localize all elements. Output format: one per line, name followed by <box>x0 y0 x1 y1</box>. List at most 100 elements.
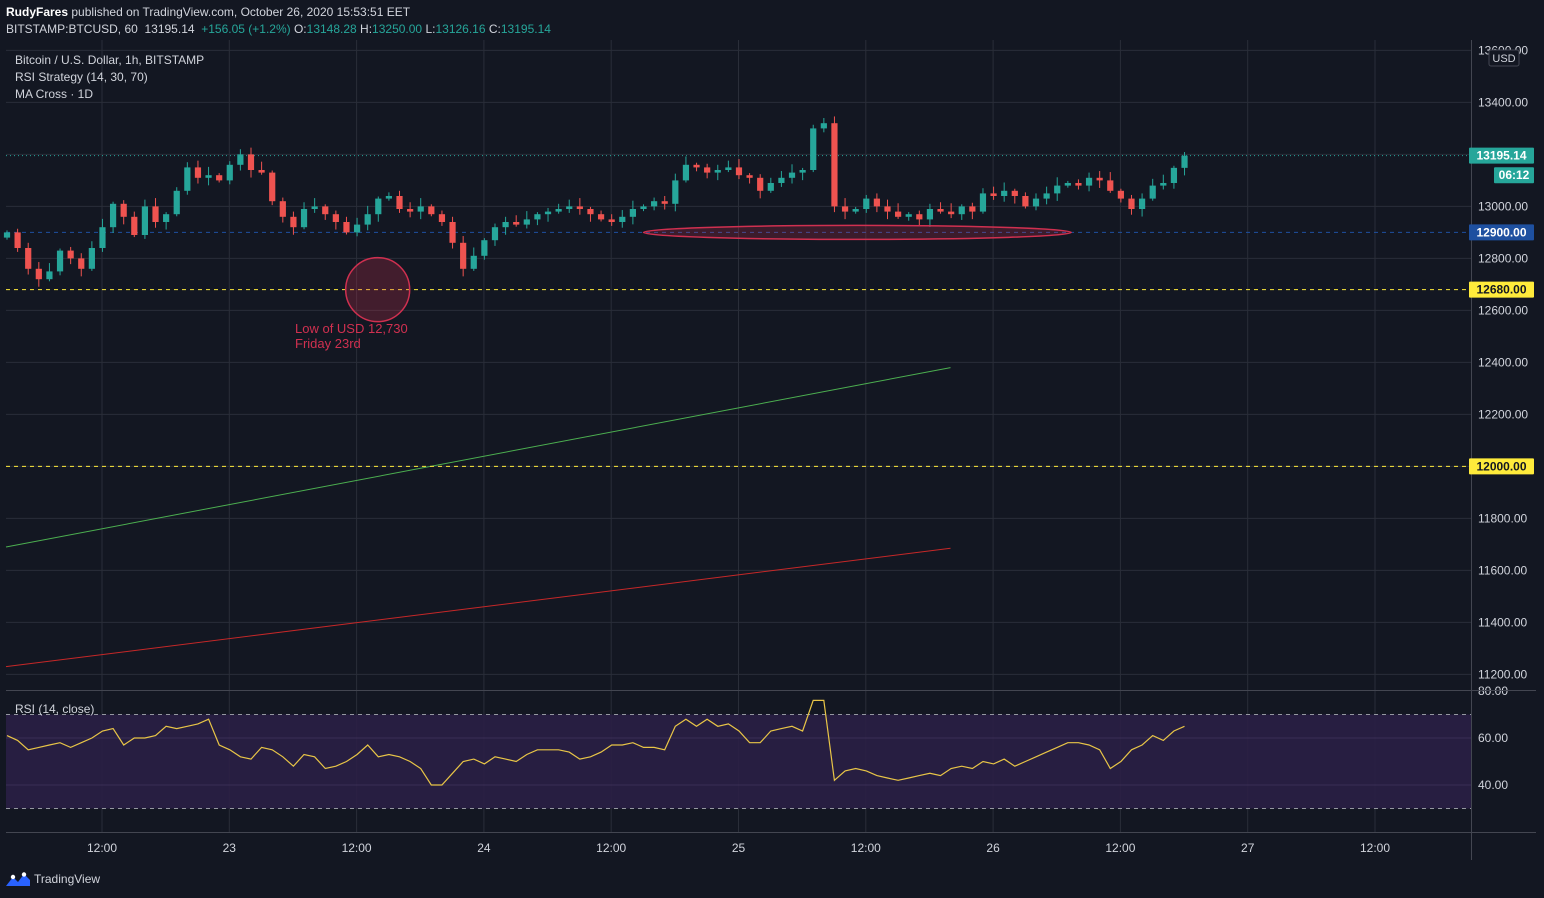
candle-body <box>523 219 530 225</box>
high-value: 13250.00 <box>372 22 423 36</box>
author-name[interactable]: RudyFares <box>6 5 69 19</box>
candle-body <box>35 268 42 280</box>
candle-body <box>396 196 403 209</box>
candle-body <box>3 232 11 238</box>
high-label: H: <box>360 22 373 36</box>
candle-body <box>78 258 85 269</box>
price-label-box <box>1469 224 1534 241</box>
price-label-text: 06:12 <box>1499 168 1530 182</box>
price-label-box <box>1469 281 1534 298</box>
ma-fast-line <box>5 367 951 548</box>
candle-body <box>417 206 424 212</box>
price-label-text: 12000.00 <box>1476 459 1526 473</box>
candle-body <box>979 193 987 212</box>
candle-body <box>1160 183 1167 186</box>
legend-strategy[interactable]: RSI Strategy (14, 30, 70) <box>15 70 148 84</box>
open-label: O: <box>293 22 307 36</box>
legend-rsi[interactable]: RSI (14, close) <box>15 702 95 716</box>
candle-body <box>799 170 806 173</box>
candle-body <box>873 198 880 207</box>
price-label-box <box>1469 458 1534 475</box>
candle-body <box>1170 167 1178 183</box>
candle-body <box>258 170 265 173</box>
candle-body <box>587 209 594 215</box>
candle-body <box>895 211 902 217</box>
candle-body <box>46 271 53 280</box>
candle-body <box>216 175 223 181</box>
candle-body <box>99 227 106 248</box>
candle-body <box>226 164 233 181</box>
x-tick-label: 24 <box>477 841 491 855</box>
candle-body <box>481 240 488 256</box>
candle-body <box>1064 183 1071 186</box>
low-value: 13126.16 <box>435 22 486 36</box>
candle-body <box>831 123 838 207</box>
symbol-ohlc-line: BITSTAMP:BTCUSD, 60 13195.14 +156.05 (+1… <box>6 22 551 36</box>
legend-title[interactable]: Bitcoin / U.S. Dollar, 1h, BITSTAMP <box>15 53 205 67</box>
candle-body <box>67 250 74 259</box>
footer-brand[interactable]: TradingView <box>6 872 100 886</box>
y-tick-label: 12600.00 <box>1478 303 1528 317</box>
candle-body <box>1075 183 1082 186</box>
y-tick-label: 13000.00 <box>1478 199 1528 213</box>
candle-body <box>916 214 923 220</box>
low-circle-annotation <box>344 256 411 323</box>
ma-slow-line <box>5 547 951 668</box>
candle-body <box>725 167 732 170</box>
candle-body <box>407 209 414 212</box>
y-tick-label: 12800.00 <box>1478 251 1528 265</box>
candle-body <box>841 206 849 212</box>
candle-body <box>926 209 934 220</box>
y-tick-label: 12200.00 <box>1478 407 1528 421</box>
candle-body <box>290 216 297 228</box>
price-label-text: 12900.00 <box>1476 225 1526 239</box>
x-tick-label: 25 <box>732 841 746 855</box>
x-tick-label: 12:00 <box>342 841 372 855</box>
candle-body <box>1085 177 1093 186</box>
candle-body <box>502 222 509 228</box>
price-label-box <box>1469 147 1534 164</box>
x-tick-label: 12:00 <box>596 841 626 855</box>
y-tick-label: 13400.00 <box>1478 95 1528 109</box>
price-label-text: 12680.00 <box>1476 283 1526 297</box>
candle-body <box>1107 180 1114 191</box>
candle-body <box>778 177 785 183</box>
candle-body <box>375 198 382 215</box>
footer-brand-label: TradingView <box>34 872 101 886</box>
candle-body <box>767 183 774 191</box>
rsi-tick-label: 40.00 <box>1478 778 1508 792</box>
candle-body <box>449 222 456 243</box>
candle-body <box>1149 185 1156 199</box>
candle-body <box>661 201 668 204</box>
x-tick-label: 12:00 <box>1360 841 1390 855</box>
candle-body <box>88 248 95 269</box>
candle-body <box>14 232 21 248</box>
candle-body <box>608 219 615 222</box>
y-tick-label: 11400.00 <box>1478 615 1527 629</box>
candle-body <box>1022 196 1029 207</box>
rsi-tick-label: 60.00 <box>1478 731 1508 745</box>
candle-body <box>300 209 308 228</box>
candle-body <box>152 206 159 222</box>
candle-body <box>566 206 573 209</box>
price-change: +156.05 (+1.2%) <box>201 22 291 36</box>
candle-body <box>131 216 138 235</box>
candle-body <box>25 248 32 269</box>
candle-body <box>1032 198 1040 207</box>
candle-body <box>958 206 965 215</box>
candle-body <box>990 193 997 196</box>
candle-body <box>120 203 127 217</box>
candle-body <box>56 250 64 272</box>
candle-body <box>788 172 796 178</box>
candle-body <box>428 206 435 215</box>
candle-body <box>311 206 318 209</box>
legend-ma-cross[interactable]: MA Cross · 1D <box>15 87 94 101</box>
x-tick-label: 12:00 <box>87 841 117 855</box>
candle-body <box>141 206 149 235</box>
candle-body <box>534 214 541 220</box>
candle-body <box>651 201 658 207</box>
currency-label: USD <box>1492 53 1515 65</box>
candle-body <box>629 209 636 217</box>
published-text: published on TradingView.com, October 26… <box>71 5 411 19</box>
